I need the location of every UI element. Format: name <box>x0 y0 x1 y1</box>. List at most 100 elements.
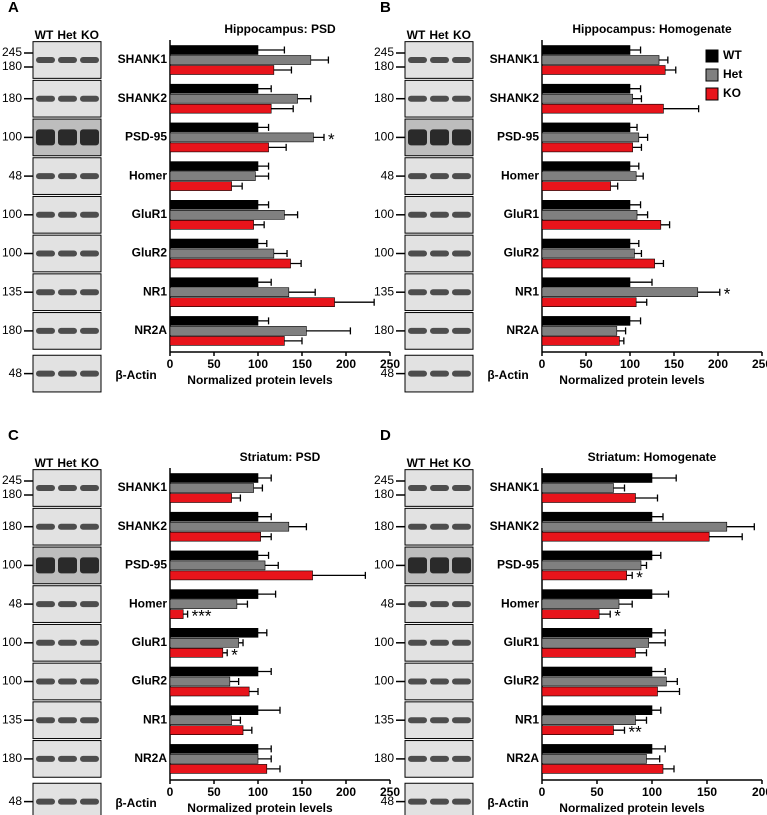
blot-band <box>452 57 471 63</box>
blot-band <box>36 678 55 685</box>
mw-label: 180 <box>2 751 22 765</box>
mw-label: 135 <box>2 712 22 726</box>
blot-band <box>452 755 471 762</box>
bar <box>169 560 266 571</box>
panel-label: B <box>380 0 391 16</box>
error-bar <box>635 494 659 502</box>
blot-band <box>36 557 55 574</box>
bar <box>541 560 642 571</box>
blot-band <box>430 250 449 257</box>
blot-band <box>408 57 427 63</box>
mw-label: 180 <box>2 59 22 73</box>
blot-band <box>58 557 77 574</box>
blot-band <box>58 250 77 257</box>
mw-label: 48 <box>9 596 23 610</box>
error-bar <box>646 755 661 763</box>
blot-band <box>430 57 449 63</box>
panel-label: A <box>8 0 19 16</box>
error-bar <box>258 629 268 637</box>
bar <box>169 550 259 561</box>
significance-mark: * <box>636 568 643 587</box>
error-bar <box>258 317 270 325</box>
blot-band <box>36 173 55 180</box>
bar <box>541 638 649 648</box>
category-label: Homer <box>501 168 539 182</box>
blot-band <box>36 211 55 218</box>
significance-mark: * <box>328 130 335 149</box>
error-bar <box>632 143 643 151</box>
bar <box>541 336 620 346</box>
blot-band <box>430 289 449 296</box>
loading-control-label: β-Actin <box>115 796 156 810</box>
error-bar <box>260 533 272 541</box>
x-tick-label: 100 <box>248 785 268 799</box>
blot-band <box>430 678 449 685</box>
bar <box>541 628 653 638</box>
error-bar <box>630 240 640 247</box>
category-label: GluR2 <box>504 246 540 260</box>
blot-band <box>430 523 449 530</box>
error-bar <box>652 668 666 675</box>
bar <box>541 725 614 736</box>
x-tick-label: 250 <box>380 785 400 799</box>
blot-band <box>80 755 99 762</box>
x-tick-label: 200 <box>336 785 356 799</box>
blot-band <box>408 557 427 574</box>
blot-band <box>452 370 471 377</box>
error-bar <box>258 201 270 209</box>
blot-band <box>452 327 471 334</box>
significance-mark: * <box>614 607 621 626</box>
error-bar <box>258 745 272 753</box>
bar <box>169 511 259 522</box>
blot-band <box>80 129 99 146</box>
blot-band <box>430 173 449 180</box>
blot-band <box>430 717 449 724</box>
error-bar <box>630 317 642 325</box>
error-bar <box>638 133 649 141</box>
x-tick-label: 100 <box>248 357 268 371</box>
blot-band <box>408 523 427 530</box>
error-bar <box>284 337 303 345</box>
loading-control-label: β-Actin <box>487 796 528 810</box>
bar <box>169 55 312 65</box>
error-bar <box>229 678 240 685</box>
blot-band <box>58 798 77 805</box>
error-bar <box>258 668 272 675</box>
category-label: PSD-95 <box>497 558 539 572</box>
mw-label: 180 <box>374 487 394 501</box>
bar <box>541 122 631 133</box>
blot-band <box>80 678 99 685</box>
category-label: SHANK2 <box>490 91 540 105</box>
bar <box>169 248 275 259</box>
bar <box>169 326 307 336</box>
blot-band <box>408 717 427 724</box>
error-bar <box>258 706 281 714</box>
blot-band <box>36 601 55 608</box>
error-bar <box>258 551 270 559</box>
error-bar <box>663 765 675 773</box>
blot-band <box>408 289 427 296</box>
blot-band <box>80 798 99 805</box>
blot-band <box>430 327 449 334</box>
error-bar <box>630 278 653 286</box>
blot-band <box>408 678 427 685</box>
error-bar <box>619 337 625 345</box>
error-bar <box>255 172 270 180</box>
blot-band <box>80 95 99 102</box>
mw-label: 100 <box>374 130 394 144</box>
blot-band <box>36 523 55 530</box>
blot-band <box>80 173 99 180</box>
category-label: NR1 <box>143 284 167 298</box>
blot-band <box>36 717 55 724</box>
blot-band <box>58 95 77 102</box>
blot-band <box>36 57 55 63</box>
blot-band <box>452 557 471 574</box>
bar <box>541 238 631 249</box>
blot-band <box>80 639 99 646</box>
error-bar <box>637 211 649 219</box>
blot-band <box>80 601 99 608</box>
error-bar <box>258 513 272 521</box>
